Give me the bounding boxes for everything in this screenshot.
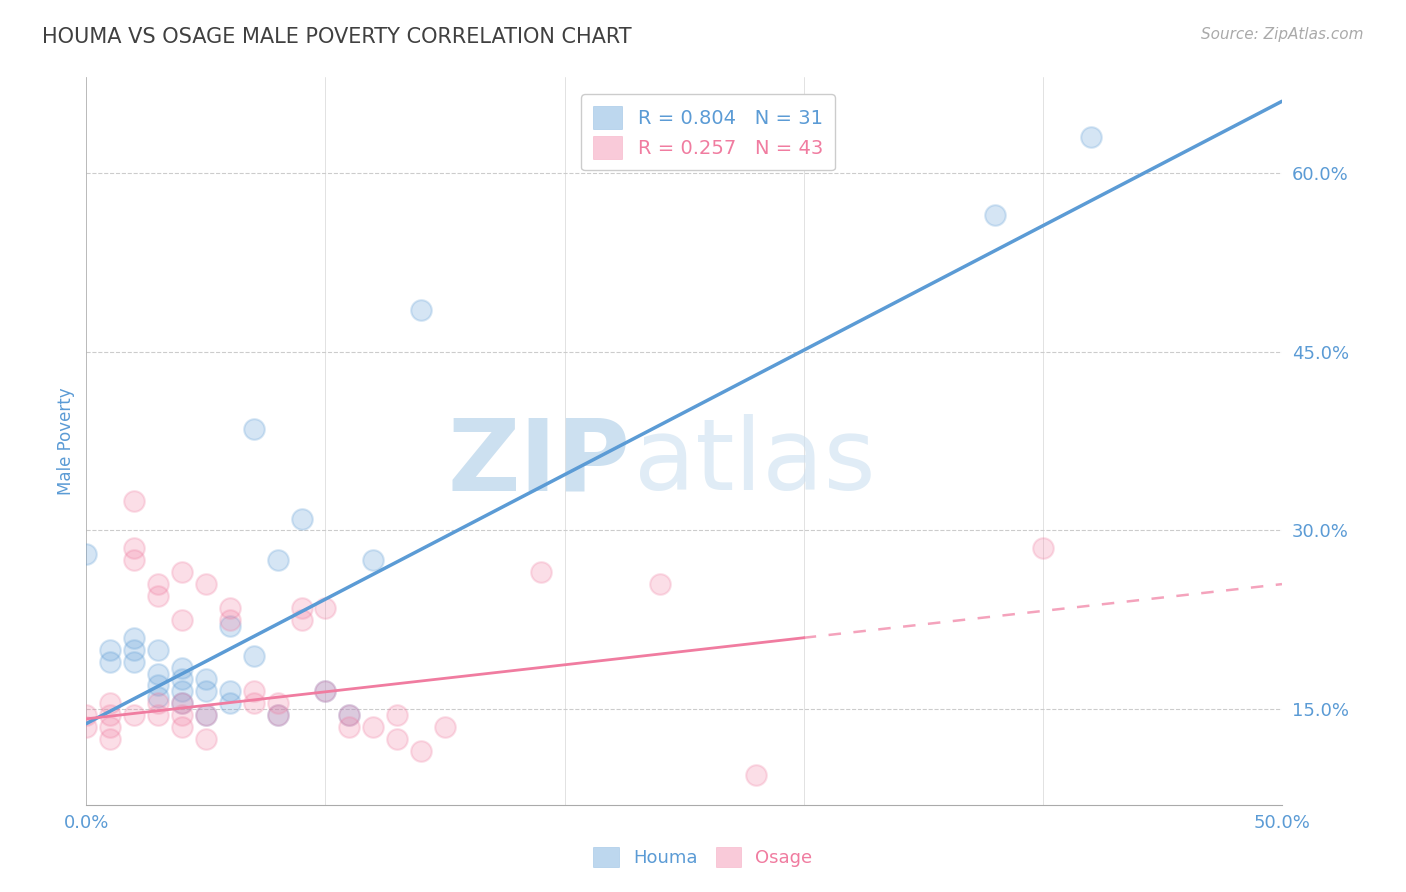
Point — [122, 655, 145, 669]
Point — [218, 619, 240, 633]
Point — [122, 493, 145, 508]
Point — [146, 589, 169, 603]
Point — [433, 720, 456, 734]
Point — [146, 696, 169, 710]
Point — [361, 553, 384, 567]
Point — [314, 601, 336, 615]
Point — [218, 601, 240, 615]
Point — [194, 673, 217, 687]
Point — [98, 696, 121, 710]
Point — [146, 642, 169, 657]
Point — [1032, 541, 1054, 556]
Point — [266, 696, 288, 710]
Point — [266, 708, 288, 723]
Point — [122, 642, 145, 657]
Point — [75, 720, 97, 734]
Point — [170, 673, 193, 687]
Point — [194, 684, 217, 698]
Point — [122, 541, 145, 556]
Point — [98, 720, 121, 734]
Point — [242, 684, 264, 698]
Point — [170, 708, 193, 723]
Point — [170, 684, 193, 698]
Point — [385, 708, 408, 723]
Point — [290, 511, 312, 525]
Point — [194, 708, 217, 723]
Point — [170, 720, 193, 734]
Point — [290, 613, 312, 627]
Point — [218, 613, 240, 627]
Y-axis label: Male Poverty: Male Poverty — [58, 387, 75, 495]
Point — [146, 690, 169, 705]
Point — [122, 553, 145, 567]
Point — [194, 577, 217, 591]
Text: Source: ZipAtlas.com: Source: ZipAtlas.com — [1201, 27, 1364, 42]
Point — [218, 696, 240, 710]
Point — [98, 655, 121, 669]
Legend: Houma, Osage: Houma, Osage — [586, 839, 820, 874]
Point — [122, 708, 145, 723]
Point — [266, 553, 288, 567]
Point — [218, 684, 240, 698]
Point — [98, 708, 121, 723]
Point — [122, 631, 145, 645]
Point — [337, 708, 360, 723]
Point — [170, 696, 193, 710]
Point — [314, 684, 336, 698]
Text: ZIP: ZIP — [447, 415, 630, 511]
Point — [314, 684, 336, 698]
Point — [337, 708, 360, 723]
Point — [75, 708, 97, 723]
Legend: R = 0.804   N = 31, R = 0.257   N = 43: R = 0.804 N = 31, R = 0.257 N = 43 — [582, 95, 835, 170]
Text: HOUMA VS OSAGE MALE POVERTY CORRELATION CHART: HOUMA VS OSAGE MALE POVERTY CORRELATION … — [42, 27, 631, 46]
Point — [98, 732, 121, 747]
Point — [75, 547, 97, 561]
Point — [242, 648, 264, 663]
Point — [530, 565, 553, 579]
Point — [194, 732, 217, 747]
Point — [170, 696, 193, 710]
Point — [361, 720, 384, 734]
Point — [170, 613, 193, 627]
Point — [146, 678, 169, 692]
Point — [170, 660, 193, 674]
Point — [146, 708, 169, 723]
Point — [385, 732, 408, 747]
Point — [170, 565, 193, 579]
Point — [242, 422, 264, 436]
Point — [146, 577, 169, 591]
Point — [984, 208, 1007, 222]
Point — [337, 720, 360, 734]
Point — [409, 744, 432, 758]
Point — [1080, 130, 1102, 145]
Point — [146, 666, 169, 681]
Point — [409, 302, 432, 317]
Text: atlas: atlas — [634, 415, 876, 511]
Point — [650, 577, 672, 591]
Point — [194, 708, 217, 723]
Point — [745, 768, 768, 782]
Point — [290, 601, 312, 615]
Point — [242, 696, 264, 710]
Point — [266, 708, 288, 723]
Point — [98, 642, 121, 657]
